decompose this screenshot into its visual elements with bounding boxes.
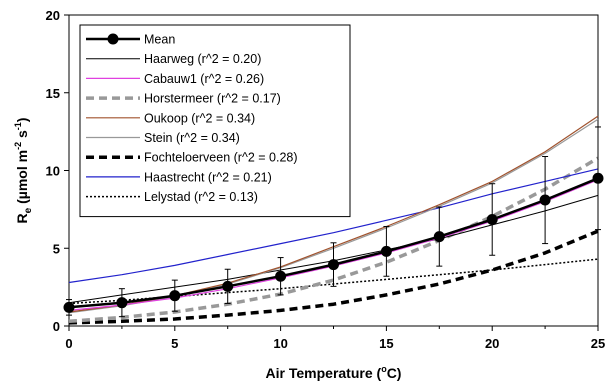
legend: Mean Haarweg (r^2 = 0.20) Cabauw1 (r^2 = 0…	[79, 24, 351, 218]
x-tick-label: 5	[171, 336, 178, 351]
y-tick-label: 15	[46, 86, 60, 101]
x-tick-label: 20	[485, 336, 499, 351]
x-tick-label: 10	[273, 336, 287, 351]
data-point	[486, 213, 498, 225]
series-line	[68, 156, 599, 324]
x-tick-label: 0	[65, 336, 72, 351]
y-tick-label: 5	[53, 241, 60, 256]
x-tick-label: 15	[379, 336, 393, 351]
x-axis-title: Air Temperature (oC)	[266, 364, 402, 381]
legend-marker	[107, 33, 119, 45]
series-line	[68, 168, 599, 284]
legend-label: Horstermeer (r^2 = 0.17)	[144, 92, 281, 106]
x-tick-label: 25	[591, 336, 605, 351]
data-point	[328, 259, 339, 271]
data-point	[433, 231, 445, 243]
legend-label: Stein (r^2 = 0.34)	[144, 131, 240, 145]
data-point	[169, 290, 181, 302]
legend-box	[79, 24, 351, 218]
y-tick-label: 20	[46, 8, 60, 23]
legend-label: Haastrecht (r^2 = 0.21)	[144, 170, 272, 184]
data-point	[592, 172, 604, 184]
y-axis-title: Re (µmol m-2 s-1)	[13, 118, 34, 224]
legend-label: Haarweg (r^2 = 0.20)	[144, 52, 261, 66]
series-line	[68, 229, 599, 325]
data-point	[539, 194, 551, 206]
legend-label: Mean	[144, 33, 175, 47]
legend-label: Lelystad (r^2 = 0.13)	[144, 190, 258, 204]
legend-label: Cabauw1 (r^2 = 0.26)	[144, 72, 264, 86]
y-tick-label: 0	[53, 319, 60, 334]
y-tick-label: 10	[46, 164, 60, 179]
data-point	[275, 270, 287, 282]
data-point	[222, 280, 234, 292]
data-point	[380, 245, 392, 257]
legend-label: Oukoop (r^2 = 0.34)	[144, 111, 255, 125]
legend-label: Fochteloerveen (r^2 = 0.28)	[144, 151, 298, 165]
data-point	[63, 301, 75, 313]
series-layer	[63, 115, 604, 325]
data-point	[116, 297, 128, 309]
axes: 0 5 10 15 20 0 5 10 15 20 25	[46, 8, 606, 351]
